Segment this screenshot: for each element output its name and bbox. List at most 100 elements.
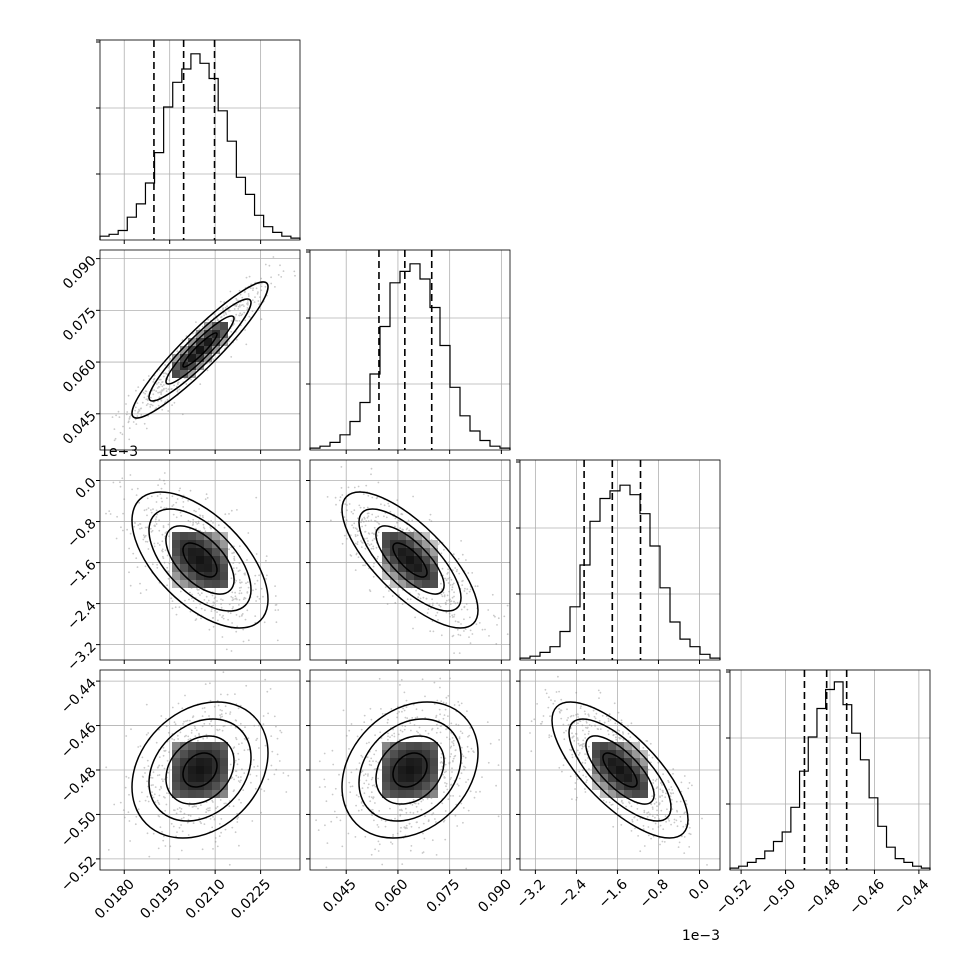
scatter-point xyxy=(547,706,550,709)
scatter-point xyxy=(146,780,149,783)
scatter-point xyxy=(144,772,146,774)
scatter-point xyxy=(381,713,384,715)
scatter-point xyxy=(252,287,255,290)
scatter-point xyxy=(398,711,400,713)
scatter-point xyxy=(571,756,574,759)
scatter-point xyxy=(396,499,399,501)
scatter-point xyxy=(129,584,132,587)
scatter-point xyxy=(579,720,582,723)
density-cell xyxy=(220,338,228,346)
scatter-point xyxy=(683,836,686,838)
scatter-point xyxy=(158,544,161,546)
scatter-point xyxy=(373,819,375,822)
scatter-point xyxy=(445,782,448,785)
scatter-point xyxy=(166,497,168,499)
scatter-point xyxy=(452,760,454,763)
scatter-point xyxy=(454,567,457,569)
scatter-point xyxy=(158,788,161,791)
density-cell xyxy=(196,338,204,346)
density-cell xyxy=(414,548,422,556)
scatter-point xyxy=(453,613,456,616)
scatter-point xyxy=(354,569,357,571)
scatter-point xyxy=(121,477,124,480)
density-cell xyxy=(592,758,600,766)
density-cell xyxy=(220,790,228,798)
scatter-point xyxy=(436,699,439,702)
scatter-point xyxy=(356,735,359,738)
scatter-point xyxy=(349,785,352,788)
scatter-point xyxy=(129,415,131,418)
scatter-point xyxy=(370,467,373,470)
scatter-point xyxy=(212,358,215,360)
scatter-point xyxy=(237,776,240,779)
scatter-point xyxy=(163,767,166,770)
scatter-point xyxy=(264,285,267,288)
scatter-point xyxy=(247,639,250,642)
scatter-point xyxy=(418,826,420,829)
scatter-point xyxy=(201,325,204,328)
scatter-point xyxy=(173,809,175,811)
scatter-point xyxy=(437,543,440,546)
scatter-point xyxy=(372,565,375,568)
scatter-point xyxy=(375,497,378,500)
scatter-point xyxy=(147,765,150,767)
scatter-point xyxy=(330,519,332,522)
density-cell xyxy=(390,742,398,750)
scatter-point xyxy=(620,824,623,826)
density-cell xyxy=(422,580,430,588)
scatter-point xyxy=(615,736,617,739)
scatter-point xyxy=(584,737,587,739)
scatter-point xyxy=(137,411,139,414)
scatter-point xyxy=(175,613,178,616)
scatter-point xyxy=(338,773,340,776)
density-cell xyxy=(220,330,228,338)
contour-line xyxy=(182,332,218,368)
scatter-point xyxy=(240,801,242,804)
scatter-point xyxy=(157,801,160,804)
scatter-point xyxy=(400,679,403,681)
scatter-point xyxy=(158,519,161,521)
scatter-point xyxy=(230,577,233,580)
scatter-point xyxy=(347,486,350,489)
scatter-point xyxy=(238,545,241,548)
scatter-point xyxy=(162,796,165,798)
density-cell xyxy=(196,572,204,580)
density-panel-3-2 xyxy=(516,669,721,874)
scatter-point xyxy=(151,777,154,779)
scatter-point xyxy=(689,833,692,836)
x-tick-label: 0.075 xyxy=(424,876,464,916)
scatter-point xyxy=(125,403,127,405)
x-tick-label: 0.0195 xyxy=(137,876,183,922)
scatter-point xyxy=(645,740,648,742)
scatter-point xyxy=(571,753,574,756)
scatter-point xyxy=(161,764,164,767)
scatter-point xyxy=(597,689,600,692)
scatter-point xyxy=(144,799,147,802)
scatter-point xyxy=(240,586,243,589)
scatter-point xyxy=(426,612,429,614)
scatter-point xyxy=(239,293,242,296)
scatter-point xyxy=(235,738,238,741)
scatter-point xyxy=(594,717,597,720)
scatter-point xyxy=(188,598,190,601)
scatter-point xyxy=(187,738,190,741)
scatter-point xyxy=(150,495,153,498)
scatter-point xyxy=(163,387,165,390)
scatter-point xyxy=(452,757,455,760)
scatter-point xyxy=(228,513,230,515)
scatter-point xyxy=(179,511,182,514)
scatter-point xyxy=(368,763,371,766)
scatter-point xyxy=(402,707,404,710)
density-cell xyxy=(390,758,398,766)
scatter-point xyxy=(668,788,670,791)
scatter-point xyxy=(164,809,167,812)
scatter-point xyxy=(664,815,667,817)
scatter-point xyxy=(223,802,226,805)
scatter-point xyxy=(157,815,160,817)
scatter-point xyxy=(173,401,176,404)
scatter-point xyxy=(111,416,114,418)
x-tick-label: −0.8 xyxy=(637,876,672,911)
scatter-point xyxy=(164,372,167,375)
scatter-point xyxy=(230,356,233,358)
scatter-point xyxy=(683,852,686,854)
